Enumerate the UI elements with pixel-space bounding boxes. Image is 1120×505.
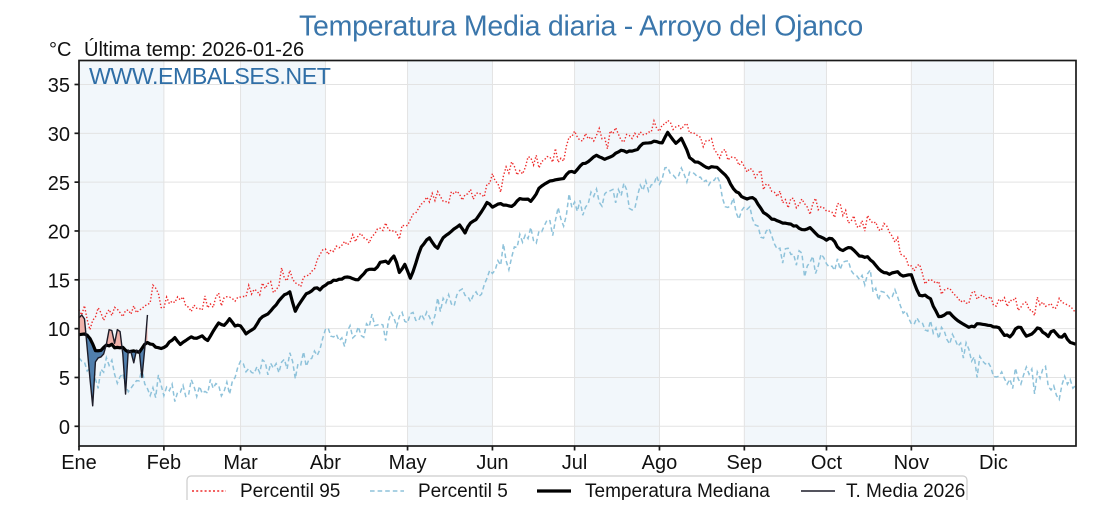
svg-text:Última temp: 2026-01-26: Última temp: 2026-01-26 (84, 38, 304, 61)
svg-text:°C: °C (49, 39, 71, 61)
svg-text:5: 5 (59, 368, 70, 390)
svg-text:25: 25 (48, 173, 70, 195)
svg-text:Temperatura Media diaria - Arr: Temperatura Media diaria - Arroyo del Oj… (299, 10, 863, 42)
svg-text:Dic: Dic (979, 452, 1008, 474)
svg-text:Jun: Jun (476, 452, 508, 474)
svg-text:Oct: Oct (811, 452, 843, 474)
svg-text:Temperatura Mediana: Temperatura Mediana (585, 481, 770, 500)
svg-text:10: 10 (48, 319, 70, 341)
svg-text:Abr: Abr (310, 452, 341, 474)
svg-text:Percentil 5: Percentil 5 (418, 481, 508, 500)
svg-text:May: May (389, 452, 427, 474)
svg-text:20: 20 (48, 222, 70, 244)
svg-text:Sep: Sep (727, 452, 763, 474)
svg-text:Feb: Feb (147, 452, 181, 474)
svg-text:35: 35 (48, 75, 70, 97)
svg-text:Jul: Jul (562, 452, 588, 474)
svg-text:0: 0 (59, 417, 70, 439)
svg-text:30: 30 (48, 124, 70, 146)
svg-text:Ene: Ene (61, 452, 97, 474)
svg-text:15: 15 (48, 270, 70, 292)
svg-text:Mar: Mar (223, 452, 258, 474)
svg-text:WWW.EMBALSES.NET: WWW.EMBALSES.NET (89, 63, 331, 89)
svg-text:Percentil 95: Percentil 95 (240, 481, 340, 500)
svg-text:Ago: Ago (642, 452, 678, 474)
svg-text:T. Media 2026: T. Media 2026 (846, 481, 965, 500)
svg-text:Nov: Nov (894, 452, 930, 474)
